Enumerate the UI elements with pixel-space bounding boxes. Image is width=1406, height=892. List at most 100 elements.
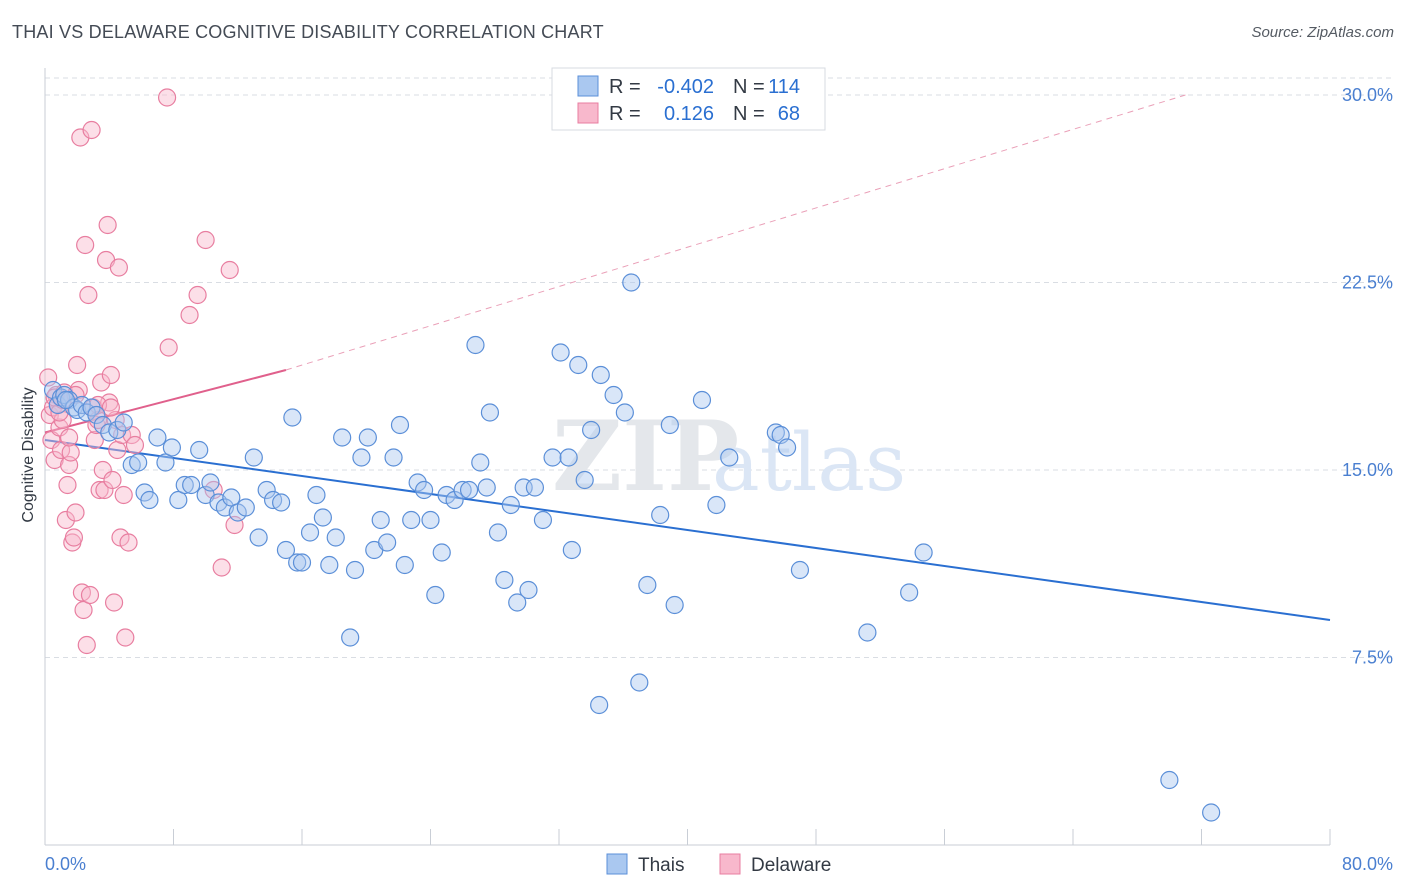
point-thais-97 [707,495,726,515]
point-delaware-14 [61,443,80,462]
stats-legend-row-delaware: R = 0.126 N = 68 [577,102,800,125]
point-delaware-52 [196,230,215,250]
legend-swatch-thais [606,853,628,875]
point-thais-19 [148,428,167,447]
point-thais-78 [525,478,545,497]
axes [44,68,1331,846]
point-thais-61 [421,510,440,530]
point-thais-13 [108,420,127,440]
point-thais-73 [495,570,514,590]
trend-line-thais [44,439,1331,621]
point-thais-66 [453,480,472,500]
point-thais-105 [914,543,933,562]
point-delaware-11 [56,510,75,530]
point-delaware-65 [101,398,120,417]
point-thais-49 [345,560,365,580]
point-thais-51 [358,428,377,447]
stats-n-label-delaware: N = [733,103,765,125]
point-thais-82 [559,448,578,467]
point-delaware-44 [116,628,135,647]
point-thais-25 [190,440,209,460]
point-thais-84 [569,355,588,375]
point-thais-108 [590,695,609,715]
point-delaware-35 [101,365,120,385]
point-thais-70 [477,478,496,497]
point-thais-81 [551,343,570,362]
point-thais-67 [459,480,479,500]
point-thais-104 [900,583,919,602]
point-thais-35 [257,480,276,500]
point-delaware-4 [45,450,64,470]
point-thais-21 [162,438,181,457]
point-thais-59 [408,473,427,492]
point-thais-58 [402,510,421,530]
stats-r-value-thais: -0.402 [657,76,714,98]
point-delaware-48 [157,88,177,107]
point-thais-93 [651,505,670,525]
point-thais-37 [272,493,291,512]
stats-legend: R = -0.402 N = 114 R = 0.126 N = 68 [551,67,826,131]
point-thais-74 [501,495,520,515]
point-delaware-33 [98,215,117,235]
y-axis-label: Cognitive Disability [20,387,37,522]
point-delaware-55 [220,260,239,280]
point-thais-18 [140,490,159,510]
series-delaware-points [39,88,244,655]
point-thais-69 [471,453,490,472]
point-thais-80 [543,448,562,467]
stats-r-value-delaware: 0.126 [664,103,714,125]
stats-r-label-delaware: R = [609,103,641,125]
point-thais-88 [604,385,623,405]
point-delaware-29 [92,373,111,392]
watermark-atlas: atlas [712,416,906,509]
point-thais-53 [371,510,390,530]
point-delaware-16 [64,528,84,547]
point-delaware-30 [93,460,112,480]
point-delaware-23 [82,120,101,140]
point-thais-103 [858,623,877,642]
bottom-legend: Thais Delaware [606,853,831,876]
point-thais-106 [1160,770,1179,790]
legend-item-delaware[interactable]: Delaware [719,853,831,876]
y-tick-label-0: 7.5% [1352,648,1393,668]
point-delaware-36 [103,470,122,490]
point-delaware-22 [79,285,98,305]
trend-lines [44,94,1331,621]
x-tick-label-0: 0.0% [45,854,86,874]
point-thais-91 [630,673,649,692]
point-thais-83 [562,540,581,560]
point-thais-41 [292,553,312,572]
point-thais-63 [432,543,451,562]
point-thais-79 [533,510,553,530]
point-thais-38 [276,540,296,560]
point-delaware-37 [104,593,124,612]
point-delaware-50 [180,305,199,325]
point-thais-71 [480,403,500,422]
point-thais-77 [519,580,538,600]
point-thais-56 [390,415,410,435]
point-thais-85 [575,470,594,490]
point-thais-43 [307,485,326,505]
point-thais-90 [622,273,641,292]
point-thais-10 [87,405,106,425]
point-thais-54 [378,533,397,552]
point-delaware-45 [119,533,138,552]
point-thais-30 [222,488,241,507]
y-tick-labels: 7.5% 15.0% 22.5% 30.0% [1342,85,1393,668]
point-thais-24 [182,475,201,495]
point-thais-20 [156,453,175,472]
series-thais-points [43,273,1221,822]
point-thais-98 [720,448,739,467]
point-thais-32 [236,498,255,517]
chart-source: Source: ZipAtlas.com [1251,24,1394,41]
legend-item-thais[interactable]: Thais [606,853,684,876]
point-thais-27 [201,473,220,492]
point-thais-50 [352,448,371,467]
point-thais-23 [175,475,194,495]
point-delaware-59 [77,635,96,655]
point-thais-22 [169,490,188,510]
point-delaware-19 [69,380,88,400]
legend-label-delaware: Delaware [751,855,831,876]
point-thais-72 [488,523,508,542]
point-thais-109 [56,390,75,410]
